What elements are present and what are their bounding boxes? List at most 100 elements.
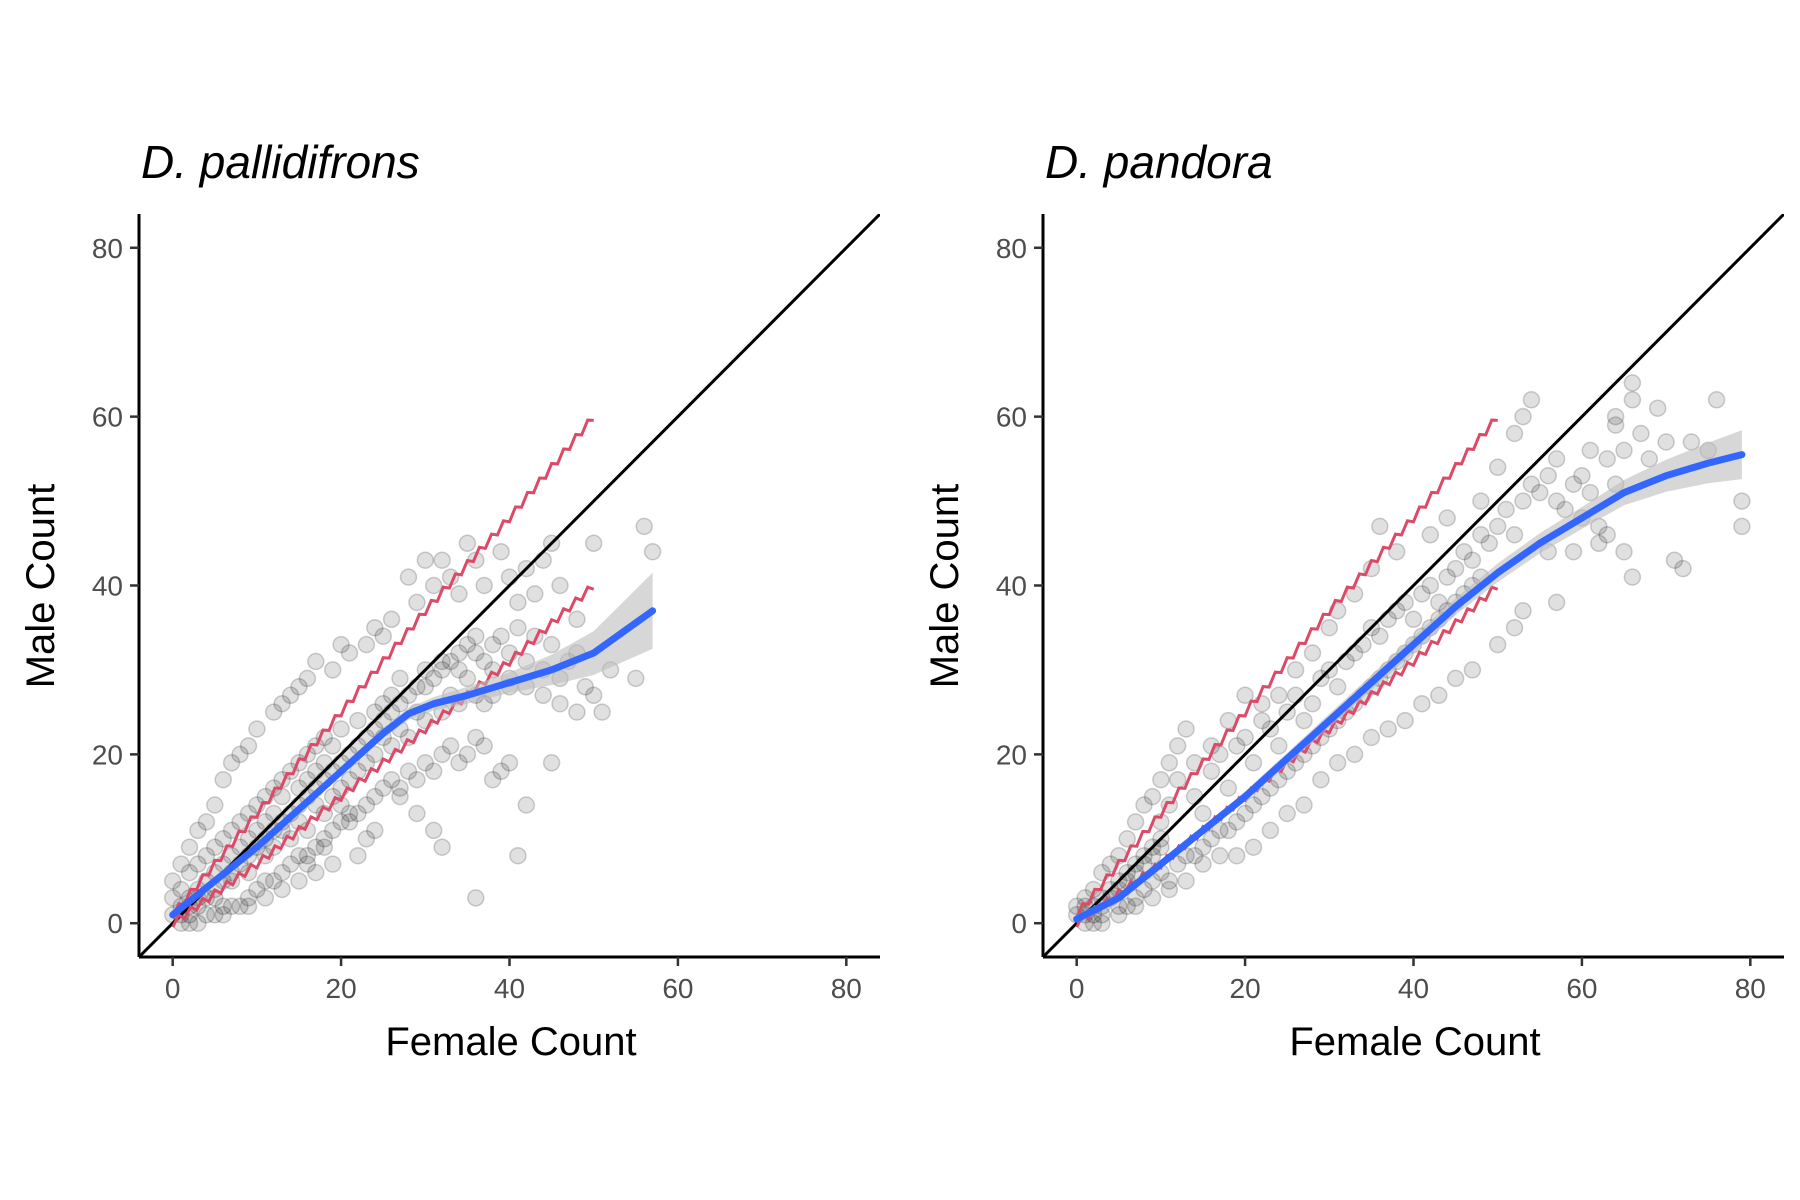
scatter-point: [264, 703, 283, 721]
scatter-point: [551, 694, 569, 713]
scatter-point: [1581, 441, 1600, 460]
scatter-point: [332, 813, 350, 831]
smooth-curve: [169, 607, 657, 919]
scatter-point: [189, 821, 207, 840]
y-tick-label: 80: [996, 233, 1027, 264]
scatter-point: [1623, 568, 1642, 586]
panel-pallidifrons: D. pallidifrons Female Count Male Count …: [19, 136, 880, 1064]
scatter-point: [281, 686, 300, 705]
scatter-point: [1303, 644, 1322, 662]
scatter-point: [1615, 542, 1633, 561]
scatter-point: [163, 889, 182, 907]
scatter-point: [1126, 889, 1145, 907]
y-axis-label: Male Count: [923, 484, 967, 689]
scatter-point: [290, 678, 308, 696]
scatter-point: [1480, 534, 1499, 553]
y-tick-label: 40: [92, 571, 123, 602]
scatter-point: [340, 813, 359, 831]
scatter-point: [416, 551, 435, 569]
scatter-point: [1303, 694, 1322, 713]
scatter-point: [500, 568, 519, 586]
scatter-point: [1286, 661, 1305, 679]
scatter-point: [1143, 889, 1162, 907]
scatter-point: [1446, 669, 1465, 688]
x-tick-labels: 0 20 40 60 80: [1069, 973, 1766, 1004]
clipped-lines: [139, 214, 880, 957]
panel-title: D. pandora: [1045, 136, 1273, 188]
scatter-point: [1514, 602, 1532, 620]
scatter-point: [1387, 542, 1406, 561]
scatter-point: [340, 644, 359, 662]
scatter-point: [1160, 872, 1179, 890]
scatter-point: [1328, 678, 1347, 696]
x-tick-label: 20: [326, 973, 357, 1004]
y-tick-label: 0: [107, 908, 123, 939]
scatter-point: [1472, 526, 1490, 544]
x-tick-label: 0: [1069, 973, 1085, 1004]
scatter-points: [163, 517, 662, 932]
scatter-point: [1278, 804, 1296, 823]
scatter-point: [1564, 542, 1583, 561]
scatter-point: [1143, 787, 1162, 806]
scatter-point: [206, 838, 224, 856]
scatter-point: [1514, 407, 1532, 426]
scatter-point: [467, 889, 485, 907]
y-tick-label: 0: [1011, 908, 1027, 939]
x-tick-label: 0: [165, 973, 181, 1004]
scatter-point: [441, 652, 460, 671]
scatter-point: [1657, 433, 1675, 451]
scatter-point: [1598, 526, 1616, 544]
scatter-point: [458, 745, 477, 764]
scatter-point: [467, 627, 485, 645]
scatter-point: [391, 669, 409, 688]
scatter-point: [458, 669, 477, 688]
scatter-point: [1126, 897, 1145, 916]
scatter-point: [1168, 770, 1187, 789]
scatter-point: [483, 635, 502, 654]
scatter-point: [1564, 475, 1583, 493]
y-tick-labels: 0 20 40 60 80: [92, 233, 123, 939]
scatter-point: [1438, 568, 1456, 586]
scatter-point: [1733, 517, 1751, 536]
scatter-point: [206, 796, 224, 814]
scatter-point: [298, 855, 317, 873]
scatter-point: [408, 804, 426, 823]
scatter-point: [1438, 509, 1456, 527]
scatter-point: [1328, 754, 1347, 772]
scatter-point: [627, 669, 645, 688]
scatter-point: [231, 897, 249, 916]
scatter-point: [323, 737, 342, 755]
panel-title: D. pallidifrons: [141, 136, 420, 188]
x-tick-label: 80: [831, 973, 862, 1004]
scatter-point: [231, 745, 249, 764]
scatter-point: [450, 644, 468, 662]
scatter-point: [1118, 830, 1136, 848]
scatter-point: [1606, 407, 1625, 426]
scatter-point: [1463, 551, 1482, 569]
scatter-point: [1488, 635, 1507, 654]
scatter-point: [163, 872, 182, 890]
scatter-point: [1640, 450, 1659, 468]
scatter-point: [1421, 576, 1440, 595]
scatter-point: [1244, 796, 1263, 814]
scatter-point: [214, 906, 232, 924]
scatter-point: [1244, 838, 1263, 856]
scatter-point: [584, 686, 603, 705]
scatter-point: [298, 669, 317, 688]
scatter-point: [1505, 424, 1524, 443]
scatter-point: [239, 737, 258, 755]
scatter-point: [214, 830, 232, 848]
scatter-point: [1168, 737, 1187, 755]
x-axis-label: Female Count: [385, 1020, 636, 1064]
scatter-point: [1455, 542, 1473, 561]
x-tick-label: 40: [1398, 973, 1429, 1004]
scatter-point: [1219, 821, 1238, 840]
scatter-point: [1514, 492, 1532, 510]
scatter-point: [307, 652, 325, 671]
scatter-point: [1404, 610, 1423, 629]
scatter-point: [1421, 526, 1440, 544]
scatter-point: [248, 880, 266, 899]
x-tick-label: 20: [1230, 973, 1261, 1004]
scatter-point: [1497, 500, 1515, 519]
scatter-point: [1505, 526, 1524, 544]
